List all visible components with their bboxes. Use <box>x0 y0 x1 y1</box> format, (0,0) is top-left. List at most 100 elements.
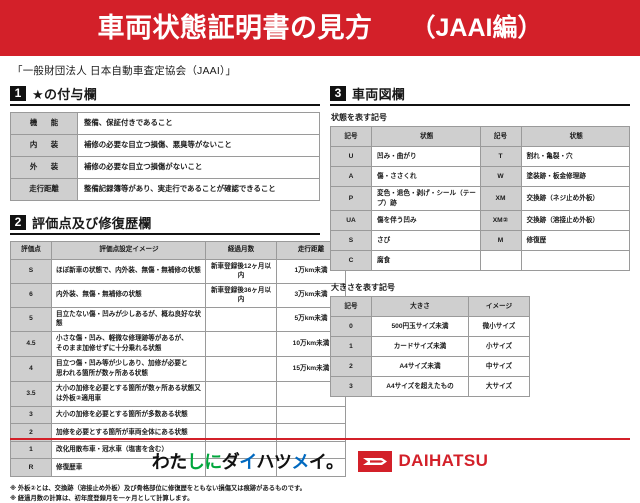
footer: わたしにダイハツメイ。 DAIHATSU <box>0 442 640 480</box>
star-grant-row: 外 装補修の必要な目立つ損傷がないこと <box>10 156 320 179</box>
slogan-char: ハ <box>256 452 274 472</box>
rating-table: 評価点 評価点設定イメージ 経過月数 走行距離 S ほぼ新車の状態で、内外装、無傷・無補… <box>10 241 346 477</box>
condition-row: U 凹み・曲がり T 割れ・亀裂・穴 <box>330 146 630 167</box>
page-title: 車両状態証明書の見方 <box>97 12 373 43</box>
condition-symbol: S <box>330 230 372 252</box>
section-header-rating: 2 評価点及び修復歴欄 <box>10 213 320 235</box>
star-grant-table: 機 能整備、保証付きであること内 装補修の必要な目立つ損傷、悪臭等がないこと外 … <box>10 112 320 201</box>
section-number-badge: 1 <box>10 86 26 101</box>
condition-state: 腐食 <box>371 250 481 272</box>
rating-score: 4.5 <box>10 330 52 357</box>
condition-row: S さび M 修復歴 <box>330 230 630 252</box>
slogan-char: 。 <box>326 452 344 472</box>
page-title-suffix: （JAAI編） <box>410 13 543 42</box>
condition-header-row: 記号 状態 記号 状態 <box>330 126 630 147</box>
size-column-header: 記号 <box>330 296 372 318</box>
size-description: 500円玉サイズ未満 <box>371 316 469 338</box>
size-description: カードサイズ未満 <box>371 336 469 358</box>
slogan-char: わ <box>151 452 170 472</box>
condition-symbol: W <box>479 166 522 187</box>
star-grant-label: 外 装 <box>10 156 78 179</box>
rating-row: 5 目立たない傷・凹みが少しあるが、概ね良好な状態 5万km未満 <box>10 306 346 332</box>
rating-row: 3 大小の加修を必要とする箇所が多数ある状態 <box>10 405 346 425</box>
rating-header-row: 評価点 評価点設定イメージ 経過月数 走行距離 <box>10 241 346 260</box>
star-grant-row: 内 装補修の必要な目立つ損傷、悪臭等がないこと <box>10 134 320 157</box>
rating-mileage <box>276 405 346 425</box>
condition-state: 割れ・亀裂・穴 <box>520 146 630 167</box>
slogan-char: イ <box>239 452 257 472</box>
size-row: 0 500円玉サイズ未満 微小サイズ <box>330 316 530 338</box>
rating-score: 2 <box>10 423 52 442</box>
slogan-char: ダ <box>221 452 240 472</box>
rating-row: 6 内外装、無傷・無補修の状態 新車登録後36ヶ月以内 3万km未満 <box>10 282 346 308</box>
rating-image-desc: 内外装、無傷・無補修の状態 <box>51 282 206 308</box>
condition-symbol: XM② <box>479 210 522 232</box>
condition-state: 塗装跡・板金修理跡 <box>520 166 630 187</box>
size-symbols-caption: 大きさを表す記号 <box>331 283 395 293</box>
condition-symbol: XM <box>479 185 522 212</box>
star-grant-desc: 整備記録簿等があり、実走行であることが確認できること <box>77 178 320 201</box>
condition-symbol: UA <box>330 210 372 232</box>
rating-score: 4 <box>10 355 52 382</box>
rating-score: 3.5 <box>10 380 52 407</box>
condition-symbol: C <box>330 250 372 272</box>
section-number-badge: 2 <box>10 215 26 230</box>
condition-symbol: A <box>330 166 372 187</box>
slogan-char: メ <box>291 452 309 472</box>
rating-image-desc: 修復歴車 <box>51 458 206 477</box>
condition-state: 変色・退色・剥げ・シール（テープ）跡 <box>371 185 481 212</box>
condition-state: 交換跡（ネジ止め外板） <box>520 185 630 212</box>
condition-symbol: P <box>330 185 372 212</box>
rating-score: 1 <box>10 440 52 460</box>
star-grant-row: 機 能整備、保証付きであること <box>10 112 320 135</box>
rating-row: 4.5 小さな傷・凹み、軽微な修理跡等があるが、 そのまま加修せずに十分乗れる状態 1… <box>10 330 346 357</box>
rating-months <box>205 306 277 332</box>
star-grant-label: 走行距離 <box>10 178 78 201</box>
condition-row: P 変色・退色・剥げ・シール（テープ）跡 XM 交換跡（ネジ止め外板） <box>330 185 630 212</box>
section-number-badge: 3 <box>330 86 346 101</box>
brand-name: DAIHATSU <box>398 451 489 470</box>
size-row: 2 A4サイズ未満 中サイズ <box>330 356 530 378</box>
rating-note: ※ 外板②とは、交換跡（溶接止め外板）及び骨格部位に修復歴をともない損傷又は痕跡… <box>10 484 306 492</box>
slogan-char: ツ <box>273 452 292 472</box>
rating-column-header: 経過月数 <box>205 241 277 260</box>
rating-score: 3 <box>10 405 52 425</box>
condition-state: 交換跡（溶接止め外板） <box>520 210 630 232</box>
section-title: ★の付与欄 <box>32 87 98 102</box>
size-row: 1 カードサイズ未満 小サイズ <box>330 336 530 358</box>
daihatsu-logo-icon <box>357 450 392 472</box>
slogan-char: し <box>186 452 205 472</box>
rating-row: S ほぼ新車の状態で、内外装、無傷・無補修の状態 新車登録後12ヶ月以内 1万km未満 <box>10 258 346 284</box>
condition-symbol: U <box>330 146 372 167</box>
rating-score: S <box>10 258 52 284</box>
condition-row: A 傷・ささくれ W 塗装跡・板金修理跡 <box>330 166 630 187</box>
size-symbol: 1 <box>330 336 372 358</box>
slogan-char: イ <box>308 452 327 472</box>
rating-months <box>205 355 277 382</box>
rating-column-header: 評価点 <box>10 241 52 260</box>
condition-state: 傷・ささくれ <box>371 166 481 187</box>
condition-column-header: 記号 <box>330 126 372 147</box>
rating-image-desc: 大小の加修を必要とする箇所が多数ある状態 <box>51 405 206 425</box>
size-image-label: 中サイズ <box>468 356 530 378</box>
size-image-label: 大サイズ <box>468 376 530 398</box>
section-header-star: 1 ★の付与欄 <box>10 84 320 106</box>
size-description: A4サイズを超えたもの <box>371 376 469 398</box>
rating-row: R 修復歴車 <box>10 458 346 477</box>
rating-image-desc: 小さな傷・凹み、軽微な修理跡等があるが、 そのまま加修せずに十分乗れる状態 <box>51 330 206 357</box>
size-symbol: 3 <box>330 376 372 398</box>
rating-note: ※ 経過月数の計算は、初年度登録月を一ヶ月として計算します。 <box>10 494 194 502</box>
section-title: 車両図欄 <box>352 87 406 102</box>
size-row: 3 A4サイズを超えたもの 大サイズ <box>330 376 530 398</box>
condition-column-header: 状態 <box>371 126 481 147</box>
size-image-label: 微小サイズ <box>468 316 530 338</box>
rating-score: 5 <box>10 306 52 332</box>
condition-state <box>520 250 630 272</box>
condition-state: さび <box>371 230 481 252</box>
star-grant-row: 走行距離 整備記録簿等があり、実走行であることが確認できること <box>10 178 320 201</box>
size-symbol: 0 <box>330 316 372 338</box>
star-grant-desc: 補修の必要な目立つ損傷、悪臭等がないこと <box>77 134 320 157</box>
content-area: 「一般財団法人 日本自動車査定協会（JAAI）」 1 ★の付与欄 機 能整備、保… <box>0 56 640 503</box>
size-symbol: 2 <box>330 356 372 378</box>
rating-months <box>205 380 277 407</box>
